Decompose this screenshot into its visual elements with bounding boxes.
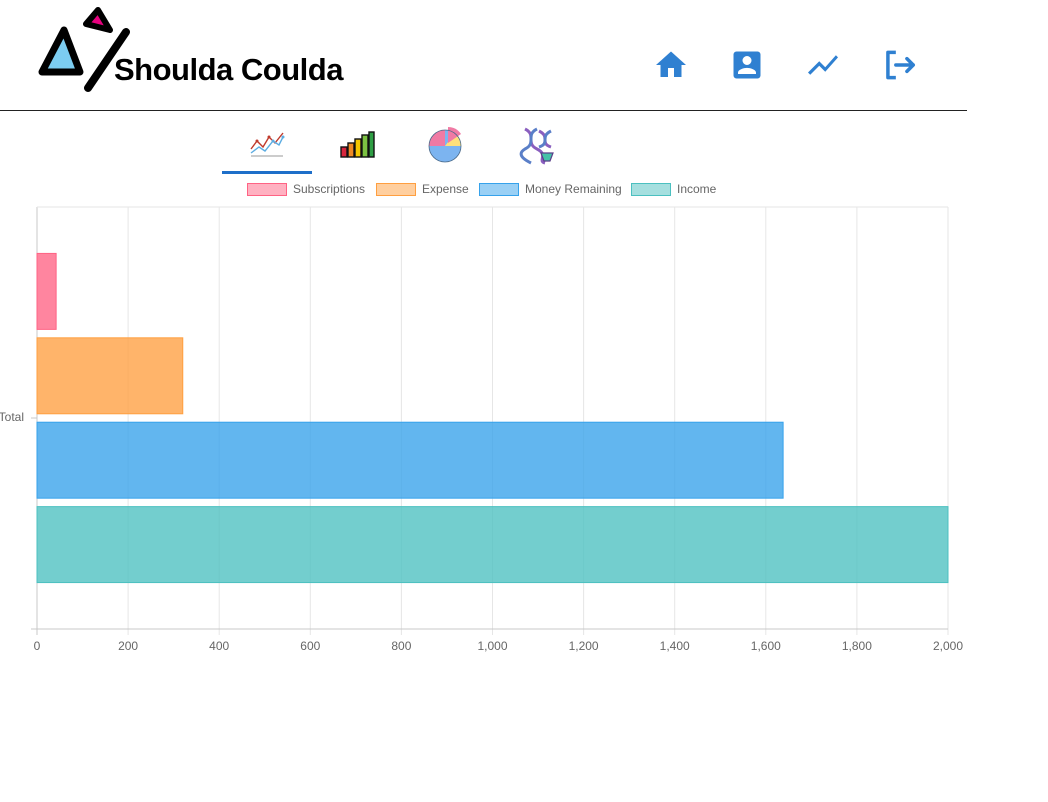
nav-profile-button[interactable] [727, 44, 767, 86]
dna-icon [519, 127, 554, 165]
x-tick-label: 1,400 [660, 639, 690, 653]
account-box-icon [733, 51, 761, 79]
brand-name: Shoulda Coulda [114, 52, 343, 87]
x-tick-label: 0 [34, 639, 41, 653]
bar-subscriptions[interactable] [36, 252, 57, 330]
bar-chart-icon [340, 131, 375, 158]
legend-item-expense[interactable]: Expense [376, 181, 469, 197]
pie-chart-icon [428, 127, 462, 163]
x-tick-label: 1,600 [751, 639, 781, 653]
bar-income[interactable] [36, 506, 949, 584]
app-header: Shoulda Coulda [0, 0, 967, 111]
grid-layer [31, 206, 949, 635]
x-tick-label: 200 [118, 639, 138, 653]
legend-label: Income [677, 182, 717, 196]
x-tick-label: 2,000 [933, 639, 963, 653]
legend-label: Subscriptions [293, 182, 366, 196]
legend-swatch [376, 182, 416, 196]
legend-item-subscriptions[interactable]: Subscriptions [247, 181, 365, 197]
axis-layer: Total 0 200 400 600 800 1,000 1,200 1,400 1,600 1… [0, 410, 963, 653]
bar-money-remaining[interactable] [36, 421, 784, 499]
chart-type-tabs [222, 116, 582, 174]
trending-line-icon [808, 55, 838, 75]
tab-pie-chart[interactable] [402, 116, 492, 174]
logo-icon [38, 7, 130, 92]
x-tick-label: 400 [209, 639, 229, 653]
bar-expense[interactable] [36, 337, 184, 415]
logout-icon [886, 50, 915, 80]
bar-layer [36, 252, 949, 584]
line-chart-icon [250, 132, 285, 156]
x-tick-label: 1,800 [842, 639, 872, 653]
nav-home-button[interactable] [651, 44, 691, 86]
tab-dna-chart[interactable] [492, 116, 582, 174]
legend-swatch [479, 182, 519, 196]
x-tick-label: 600 [300, 639, 320, 653]
x-tick-label: 1,200 [569, 639, 599, 653]
legend-label: Expense [422, 182, 469, 196]
y-tick-label: Total [0, 410, 24, 424]
legend-item-money-remaining[interactable]: Money Remaining [479, 181, 622, 197]
legend-swatch [247, 182, 287, 196]
legend-item-income[interactable]: Income [631, 181, 716, 197]
legend-swatch [631, 182, 671, 196]
tab-bar-chart[interactable] [312, 116, 402, 174]
tab-line-chart[interactable] [222, 116, 312, 174]
x-tick-label: 1,000 [477, 639, 507, 653]
legend-label: Money Remaining [525, 182, 622, 196]
home-icon [656, 51, 686, 77]
nav-trends-button[interactable] [803, 44, 843, 86]
nav-logout-button[interactable] [879, 44, 919, 86]
x-tick-label: 800 [391, 639, 411, 653]
